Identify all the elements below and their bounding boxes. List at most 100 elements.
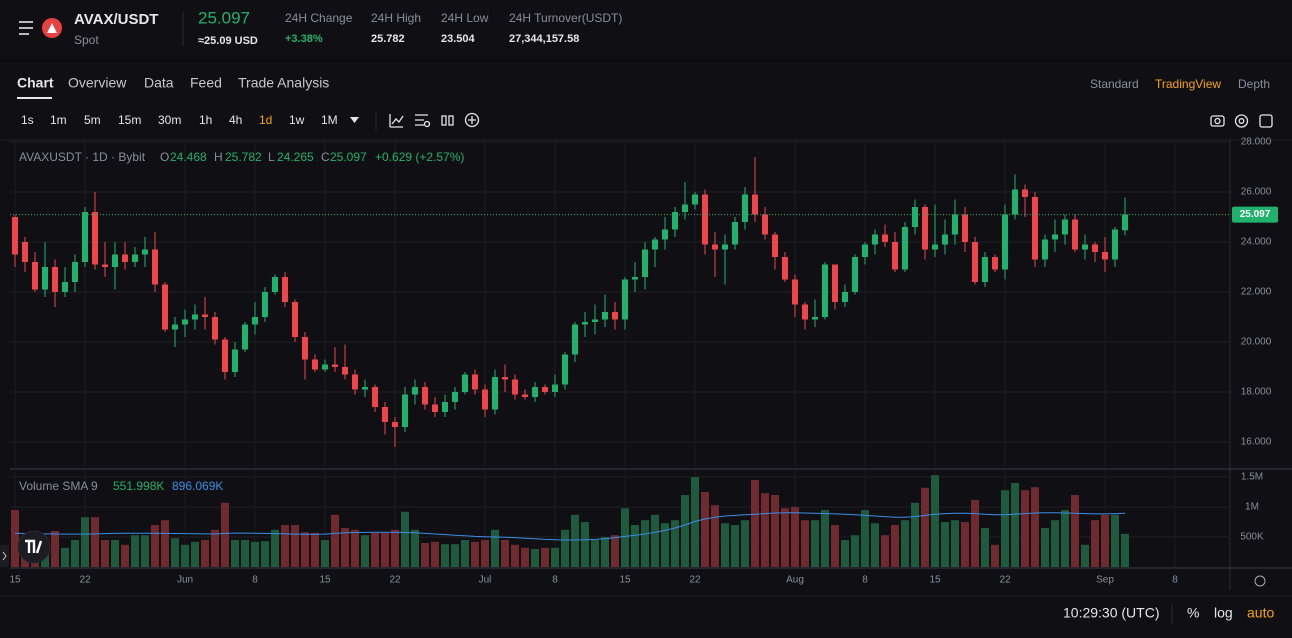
volume-value: 551.998K <box>113 479 164 493</box>
settings-icon[interactable] <box>1254 575 1266 587</box>
interval[interactable]: 1s <box>21 113 34 127</box>
candle-body <box>212 317 218 340</box>
candle-body <box>302 337 308 360</box>
interval[interactable]: 1M <box>321 113 338 127</box>
volume-bar <box>211 529 219 567</box>
candle-body <box>802 304 808 320</box>
candle-body <box>1072 219 1078 250</box>
view-option[interactable]: Standard <box>1090 77 1139 91</box>
candle-body <box>172 324 178 330</box>
volume-bar <box>1121 533 1129 567</box>
candle-body <box>42 267 48 290</box>
volume-bar <box>781 508 789 567</box>
volume-bar <box>511 544 519 567</box>
view-option[interactable]: TradingView <box>1155 77 1221 91</box>
y-tick-label: 26.000 <box>1241 187 1272 198</box>
volume-bar <box>161 520 169 567</box>
side-toggle[interactable] <box>0 545 9 567</box>
volume-bar <box>961 522 969 567</box>
interval[interactable]: 1m <box>50 113 67 127</box>
last-price-tag <box>1232 206 1278 223</box>
candle-body <box>652 239 658 250</box>
volume-bar <box>741 520 749 567</box>
x-tick-label: Jul <box>479 575 492 586</box>
candle-body <box>362 387 368 390</box>
tab[interactable]: Feed <box>190 75 222 91</box>
x-tick-label: 8 <box>1172 575 1178 586</box>
candle-body <box>122 254 128 262</box>
volume-bar <box>411 529 419 567</box>
volume-bar <box>981 528 989 567</box>
volume-bar <box>381 532 389 567</box>
candle-body <box>292 302 298 337</box>
volume-bar <box>1081 544 1089 567</box>
stat-label: 24H Change <box>285 11 353 25</box>
candle-body <box>732 222 738 245</box>
volume-bar <box>751 480 759 567</box>
volume-legend: Volume SMA 9 <box>19 479 98 493</box>
y-tick-label: 24.000 <box>1241 237 1272 248</box>
volume-bar <box>871 523 879 567</box>
pair[interactable]: AVAX/USDT <box>74 11 158 28</box>
candle-body <box>382 407 388 422</box>
y-tick-label: 1M <box>1245 502 1259 513</box>
volume-bar <box>471 541 479 567</box>
volume-bar <box>1091 520 1099 567</box>
auto-toggle[interactable]: auto <box>1247 605 1274 621</box>
x-tick-label: 8 <box>862 575 868 586</box>
y-tick-label: 18.000 <box>1241 387 1272 398</box>
x-tick-label: 8 <box>552 575 558 586</box>
interval[interactable]: 4h <box>229 113 242 127</box>
volume-bar <box>201 540 209 567</box>
candle-body <box>542 387 548 392</box>
y-tick-label: 28.000 <box>1241 137 1272 148</box>
tab[interactable]: Trade Analysis <box>238 75 329 91</box>
tab[interactable]: Data <box>144 75 174 91</box>
x-tick-label: 15 <box>929 575 941 586</box>
volume-bar <box>401 511 409 567</box>
interval[interactable]: 1d <box>259 113 272 127</box>
volume-bar <box>1011 483 1019 567</box>
candle-body <box>462 374 468 392</box>
interval[interactable]: 30m <box>158 113 181 127</box>
volume-bar <box>661 523 669 567</box>
x-tick-label: 22 <box>999 575 1011 586</box>
stat-value: 25.782 <box>371 33 405 45</box>
candle-body <box>582 322 588 325</box>
ohlc-value: 25.782 <box>225 150 262 164</box>
ohlc-key: C <box>321 150 330 164</box>
dropdown[interactable] <box>350 117 359 123</box>
candle-body <box>12 217 18 255</box>
candle-body <box>522 394 528 397</box>
candle-body <box>612 312 618 320</box>
interval[interactable]: 5m <box>84 113 101 127</box>
volume-bar <box>1061 510 1069 567</box>
interval[interactable]: 15m <box>118 113 141 127</box>
volume-bar <box>121 544 129 567</box>
log-toggle[interactable]: log <box>1214 605 1233 621</box>
toolbar-icons[interactable] <box>389 112 1273 128</box>
ohlc-value: 24.468 <box>170 150 207 164</box>
candle-body <box>622 279 628 320</box>
view-option[interactable]: Depth <box>1238 77 1270 91</box>
candle-body <box>22 242 28 262</box>
candle-body <box>192 314 198 320</box>
volume-bar <box>671 520 679 567</box>
stat-label: 24H Turnover(USDT) <box>509 11 622 25</box>
volume-bar <box>61 547 69 567</box>
menu-icon[interactable] <box>19 21 33 35</box>
interval[interactable]: 1h <box>199 113 212 127</box>
volume-bar <box>721 523 729 567</box>
interval[interactable]: 1w <box>289 113 305 127</box>
tab[interactable]: Overview <box>68 75 127 91</box>
percent-toggle[interactable]: % <box>1187 605 1199 621</box>
volume-bar <box>941 522 949 567</box>
candle-body <box>1042 239 1048 260</box>
candle-body <box>82 212 88 262</box>
usd-price: ≈25.09 USD <box>198 35 258 47</box>
volume-bar <box>811 520 819 567</box>
tab[interactable]: Chart <box>17 75 54 91</box>
candle-body <box>92 212 98 265</box>
candle-body <box>1112 229 1118 260</box>
stat-label: 24H Low <box>441 11 489 25</box>
